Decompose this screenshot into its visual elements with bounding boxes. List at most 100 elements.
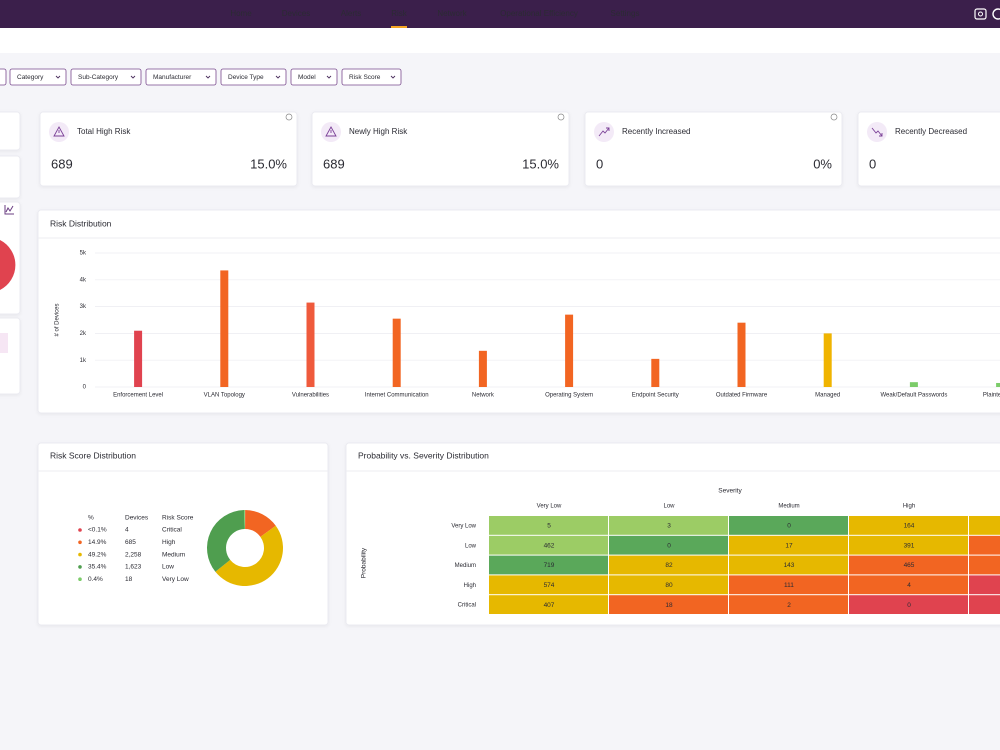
- filter-label: Manufacturer: [153, 74, 192, 81]
- filter-chip[interactable]: [290, 68, 338, 86]
- risk-score-label: Medium: [162, 551, 185, 558]
- risk-score-label: Critical: [162, 527, 182, 534]
- account-icon[interactable]: [992, 8, 1000, 20]
- heatmap-cell: [729, 595, 848, 614]
- screenshot-icon[interactable]: [974, 8, 987, 20]
- screenshot-icon-lens: [978, 11, 983, 17]
- filter-chip[interactable]: [9, 68, 67, 86]
- cell-value: 164: [904, 523, 915, 530]
- cell-value: 80: [665, 582, 673, 589]
- partial-badge: [0, 333, 8, 353]
- nav-item[interactable]: Settings: [611, 9, 640, 18]
- chart-title: Probability vs. Severity Distribution: [358, 450, 489, 460]
- y-tick-label: 2k: [80, 331, 87, 337]
- table-header: %: [88, 515, 94, 522]
- y-axis-label: Probability: [361, 547, 368, 578]
- nav-item[interactable]: Home: [230, 9, 252, 18]
- nav-item[interactable]: Network: [437, 9, 467, 18]
- heatmap-cell: [849, 575, 968, 595]
- cell-value: 2: [787, 602, 791, 609]
- cell-value: 18: [665, 602, 673, 609]
- heatmap-cell: [969, 535, 1000, 555]
- heatmap-cell: [849, 516, 968, 535]
- percent-label: 14.9%: [88, 539, 107, 546]
- column-label: Medium: [778, 504, 799, 510]
- kpi-card: [39, 111, 298, 187]
- column-label: Low: [663, 504, 675, 510]
- x-tick-label: Outdated Firmware: [716, 393, 768, 399]
- legend-dot: [78, 565, 82, 569]
- row-label: High: [464, 583, 476, 589]
- heatmap-cell: [729, 555, 848, 575]
- row-label: Medium: [455, 563, 476, 569]
- donut-segment: [215, 525, 283, 586]
- heatmap-cell: [489, 555, 608, 575]
- filter-label: Device Type: [228, 74, 264, 81]
- partial-donut: [0, 240, 16, 290]
- risk-score-card: [37, 442, 329, 626]
- filter-label: Category: [17, 74, 44, 81]
- sub-header: [0, 28, 1000, 53]
- info-icon[interactable]: [285, 113, 293, 121]
- risk-score-label: Very Low: [162, 576, 189, 583]
- heatmap-cell: [849, 535, 968, 555]
- partial-card: [0, 111, 21, 151]
- table-header: Risk Score: [162, 515, 194, 522]
- kpi-percent: 0%: [813, 156, 832, 171]
- percent-label: <0.1%: [88, 527, 107, 534]
- nav-item[interactable]: Risk: [391, 9, 408, 18]
- nav-item[interactable]: Operational Efficiency: [500, 9, 578, 18]
- bar: [478, 350, 487, 387]
- column-label: Very Low: [537, 504, 562, 510]
- risk-distribution-card: [37, 209, 1000, 414]
- nav-icons[interactable]: [974, 8, 1000, 20]
- table-header: Devices: [125, 515, 149, 522]
- heatmap-cell: [849, 555, 968, 575]
- risk-score-label: High: [162, 539, 176, 546]
- filter-chip[interactable]: [341, 68, 402, 86]
- bar: [651, 358, 660, 387]
- cell-value: 0: [667, 542, 671, 549]
- nav-item[interactable]: Alerts: [341, 9, 361, 18]
- heatmap-cell: [969, 595, 1000, 614]
- kpi-title: Total High Risk: [77, 127, 131, 136]
- filter-chip[interactable]: [70, 68, 142, 86]
- cell-value: 17: [785, 542, 793, 549]
- donut-segment: [206, 510, 245, 572]
- donut-segment: [244, 510, 245, 530]
- devices-label: 4: [125, 527, 129, 534]
- kpi-icon: [598, 127, 610, 137]
- info-icon[interactable]: [557, 113, 565, 121]
- heatmap-cell: [969, 575, 1000, 595]
- heatmap-cell: [849, 595, 968, 614]
- x-tick-label: Managed: [815, 393, 840, 399]
- cell-value: 462: [544, 542, 555, 549]
- cell-value: 407: [544, 602, 555, 609]
- chart-icon[interactable]: [4, 205, 14, 215]
- bar: [134, 330, 143, 387]
- chevron-icon: [275, 75, 281, 79]
- cell-value: 5: [547, 523, 551, 530]
- cell-value: 0: [907, 602, 911, 609]
- heatmap-cell: [729, 575, 848, 595]
- kpi-value: 689: [51, 156, 73, 171]
- chevron-icon: [130, 75, 136, 79]
- nav-item[interactable]: Devices: [282, 9, 310, 18]
- percent-label: 35.4%: [88, 564, 107, 571]
- heatmap-cell: [609, 535, 728, 555]
- filter-chip-partial[interactable]: [0, 68, 7, 86]
- y-tick-label: 5k: [80, 251, 87, 257]
- bar: [392, 318, 401, 387]
- x-tick-label: Network: [472, 393, 495, 399]
- legend-dot: [78, 540, 82, 545]
- filter-chip[interactable]: [145, 68, 217, 86]
- bar: [737, 322, 746, 387]
- heatmap-cell: [489, 595, 608, 614]
- info-icon[interactable]: [830, 113, 838, 121]
- x-tick-label: Internet Communication: [365, 393, 429, 399]
- bar: [823, 333, 832, 387]
- chart-title: Risk Score Distribution: [50, 450, 136, 460]
- filter-chip[interactable]: [220, 68, 287, 86]
